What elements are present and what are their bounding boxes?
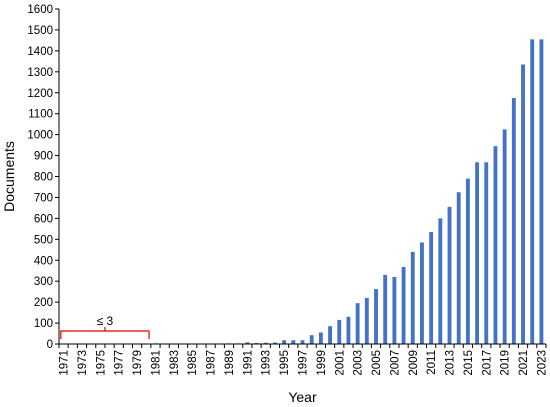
y-tick-label: 500 bbox=[34, 234, 53, 246]
bar-2013 bbox=[447, 206, 452, 344]
bars-group bbox=[153, 39, 544, 345]
x-tick-label: 1991 bbox=[242, 350, 254, 376]
x-tick-label: 1979 bbox=[132, 350, 144, 376]
x-tick-label: 1983 bbox=[169, 350, 181, 376]
x-tick-label: 1971 bbox=[59, 350, 71, 376]
bar-2014 bbox=[456, 192, 461, 344]
x-tick-label: 2007 bbox=[389, 350, 401, 376]
y-tick-label: 600 bbox=[34, 213, 53, 225]
annotation-label: ≤ 3 bbox=[97, 314, 114, 328]
bar-2011 bbox=[429, 231, 434, 344]
x-tick-label: 2013 bbox=[445, 350, 457, 376]
x-tick-label: 2011 bbox=[426, 350, 438, 375]
y-tick-label: 300 bbox=[34, 276, 53, 288]
x-tick-label: 1973 bbox=[77, 350, 89, 376]
y-tick-label: 0 bbox=[47, 339, 53, 351]
bar-2000 bbox=[328, 326, 332, 344]
bar-2009 bbox=[410, 251, 415, 345]
bar-2017 bbox=[484, 162, 489, 344]
x-tick-label: 2021 bbox=[518, 350, 530, 376]
bar-2008 bbox=[401, 266, 406, 344]
y-tick-label: 1400 bbox=[27, 46, 53, 58]
bar-2002 bbox=[346, 316, 351, 344]
y-tick-label: 1500 bbox=[27, 25, 53, 37]
bar-2012 bbox=[438, 218, 443, 345]
x-tick-label: 1999 bbox=[316, 350, 328, 376]
y-tick-label: 700 bbox=[34, 192, 53, 204]
bar-2022 bbox=[530, 39, 535, 345]
x-tick-label: 1993 bbox=[261, 350, 273, 376]
x-tick-label: 1977 bbox=[114, 350, 126, 376]
y-tick-label: 1200 bbox=[27, 88, 53, 100]
x-tick-label: 2015 bbox=[463, 350, 475, 376]
bar-2020 bbox=[511, 97, 516, 344]
x-tick-label: 1975 bbox=[95, 350, 107, 376]
bar-2001 bbox=[337, 319, 342, 344]
bar-2010 bbox=[420, 242, 424, 344]
y-tick-label: 1000 bbox=[27, 130, 53, 142]
bar-1994 bbox=[273, 342, 277, 344]
y-tick-label: 1600 bbox=[27, 4, 53, 16]
x-tick-label: 2009 bbox=[408, 350, 420, 376]
x-tick-label: 2023 bbox=[536, 350, 548, 376]
bar-1991 bbox=[245, 342, 250, 344]
x-tick-label: 2005 bbox=[371, 350, 383, 376]
y-tick-label: 1100 bbox=[28, 109, 53, 121]
y-axis-title: Documents bbox=[1, 141, 17, 212]
bar-1993 bbox=[263, 342, 268, 344]
bar-2006 bbox=[383, 274, 388, 344]
bar-2023 bbox=[539, 39, 544, 345]
x-axis-ticks: 1971 1973 1975 1977 1979 1981 1983 1985 1987 1989… bbox=[58, 344, 548, 376]
x-tick-label: 1981 bbox=[150, 350, 162, 376]
bar-2016 bbox=[475, 162, 480, 344]
bar-2018 bbox=[493, 146, 498, 344]
y-tick-label: 200 bbox=[34, 297, 53, 309]
x-tick-label: 2019 bbox=[500, 350, 512, 376]
x-axis-title: Year bbox=[288, 389, 317, 405]
y-tick-label: 400 bbox=[34, 255, 53, 267]
x-tick-label: 1997 bbox=[298, 350, 310, 376]
bar-1998 bbox=[309, 335, 314, 344]
bar-2007 bbox=[392, 277, 397, 344]
y-tick-label: 1300 bbox=[27, 67, 53, 79]
annotation-bracket: ≤ 3 bbox=[60, 314, 150, 339]
x-tick-label: 2001 bbox=[334, 350, 346, 376]
bar-2021 bbox=[521, 64, 525, 344]
bar-2005 bbox=[374, 289, 378, 344]
bar-1992 bbox=[254, 342, 259, 344]
x-tick-label: 2003 bbox=[353, 350, 365, 376]
x-tick-label: 1985 bbox=[187, 350, 199, 376]
bar-2019 bbox=[502, 129, 507, 344]
bar-1999 bbox=[318, 332, 323, 344]
bar-2003 bbox=[355, 303, 360, 344]
y-tick-label: 100 bbox=[34, 318, 53, 330]
y-axis-ticks: 0 100 200 300 400 500 600 700 800 900 1000 1100 1200… bbox=[27, 4, 59, 351]
y-tick-label: 900 bbox=[34, 151, 53, 163]
bar-2004 bbox=[364, 297, 369, 344]
x-tick-label: 2017 bbox=[481, 350, 493, 376]
annotation-bracket-line bbox=[60, 327, 150, 339]
x-tick-label: 1987 bbox=[206, 350, 218, 376]
bar-2015 bbox=[465, 178, 470, 344]
bar-1997 bbox=[300, 340, 305, 344]
y-tick-label: 800 bbox=[34, 172, 53, 184]
bar-1996 bbox=[291, 340, 296, 344]
x-tick-label: 1995 bbox=[279, 350, 291, 376]
bar-1995 bbox=[282, 340, 287, 344]
x-tick-label: 1989 bbox=[224, 350, 236, 376]
